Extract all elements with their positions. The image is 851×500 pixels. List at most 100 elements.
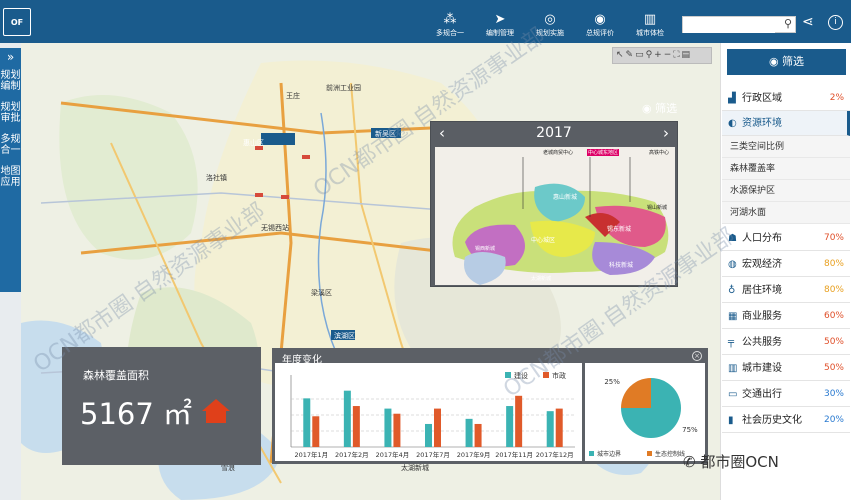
globe-icon: ◐ bbox=[728, 118, 737, 129]
shop-icon: ▦ bbox=[728, 311, 738, 322]
popup-filter-button[interactable]: ◉ 筛选 bbox=[642, 102, 678, 115]
category-pct: 80% bbox=[823, 285, 844, 295]
x-tick-label: 2017年2月 bbox=[335, 450, 369, 459]
x-tick-label: 2017年12月 bbox=[536, 450, 574, 459]
zone-label: 惠山新城 bbox=[553, 194, 578, 201]
bar bbox=[546, 411, 554, 447]
category-pct: 50% bbox=[823, 363, 844, 373]
history-icon: ▮ bbox=[728, 415, 734, 426]
category-pct: 80% bbox=[823, 259, 844, 269]
subitem-kongjian[interactable]: 三类空间比例 bbox=[722, 136, 850, 158]
nav-duoguiheyi[interactable]: ⁂ 多规合一 bbox=[425, 0, 475, 43]
share-icon[interactable]: ⋖ bbox=[802, 14, 814, 30]
top-navigation-bar: OF ⁂ 多规合一 ➤ 编制管理 ◎ 规划实施 ◉ 总规评价 ▥ 城市体检 ⚲ ⋖ i bbox=[0, 0, 851, 43]
subitem-senlin[interactable]: 森林覆盖率 bbox=[722, 158, 850, 180]
search-box: ⚲ bbox=[682, 16, 796, 33]
bar bbox=[434, 408, 441, 447]
bar-chart-panel: 建设 市政 2017年1月 2017年2月 2017年4月 2017年7月 2017年9月 2… bbox=[275, 363, 582, 461]
pie-label: 25% bbox=[604, 378, 620, 386]
legend-swatch bbox=[647, 451, 652, 456]
x-tick-label: 2017年11月 bbox=[495, 450, 533, 459]
bar bbox=[303, 398, 311, 447]
sidebar-item-bianzhi[interactable]: 规划编制 bbox=[0, 70, 21, 92]
nav-tijian[interactable]: ▥ 城市体检 bbox=[625, 0, 675, 43]
zone-label: 高铁中心 bbox=[649, 150, 670, 156]
send-icon: ➤ bbox=[494, 12, 506, 27]
app-logo[interactable]: OF bbox=[3, 8, 31, 36]
info-icon[interactable]: i bbox=[828, 15, 843, 30]
bus-icon: ▭ bbox=[728, 389, 738, 400]
building-icon: ▥ bbox=[643, 12, 657, 27]
chart-icon: ▟ bbox=[728, 93, 736, 104]
zone-label: 锡东新城 bbox=[607, 226, 632, 233]
nav-pingjia[interactable]: ◉ 总规评价 bbox=[575, 0, 625, 43]
x-tick-label: 2017年9月 bbox=[457, 450, 491, 459]
category-juzhu[interactable]: ♁ 居住环境 80% bbox=[722, 278, 850, 303]
sidebar-item-ditu[interactable]: 地图应用 bbox=[0, 166, 21, 188]
category-lishi[interactable]: ▮ 社会历史文化 20% bbox=[722, 408, 850, 433]
legend-label: 建设 bbox=[514, 371, 528, 380]
bar bbox=[465, 418, 473, 447]
map-label: 王庄 bbox=[286, 92, 300, 100]
filter-icon: ◉ bbox=[642, 102, 656, 115]
subitem-hehu[interactable]: 河湖水面 bbox=[722, 202, 850, 224]
legend-label: 生态控制线 bbox=[655, 450, 685, 458]
category-xingzheng[interactable]: ▟ 行政区域 2% bbox=[722, 86, 850, 111]
rating-icon: ◉ bbox=[594, 12, 606, 27]
nav-bianzhi[interactable]: ➤ 编制管理 bbox=[475, 0, 525, 43]
sidebar-item-shenpi[interactable]: 规划审批 bbox=[0, 102, 21, 124]
category-chengshi[interactable]: ▥ 城市建设 50% bbox=[722, 356, 850, 381]
popup-year: 2017 bbox=[536, 125, 572, 141]
category-jiaotong[interactable]: ▭ 交通出行 30% bbox=[722, 382, 850, 407]
category-renkou[interactable]: ☗ 人口分布 70% bbox=[722, 226, 850, 251]
stat-value: 5167 ㎡ bbox=[80, 397, 193, 431]
category-pct: 2% bbox=[829, 93, 844, 103]
sidebar-item-duogui[interactable]: 多规合一 bbox=[0, 134, 21, 156]
category-ziyuan[interactable]: ◐ 资源环境 bbox=[722, 111, 850, 136]
next-year-chevron-icon[interactable]: › bbox=[663, 124, 669, 142]
pie-label: 75% bbox=[682, 426, 698, 434]
zoning-map[interactable]: 老城商贸中心 中心城东地区 高铁中心 惠山新城 中心城区 锡东新城 锡西新城 科… bbox=[435, 147, 675, 285]
category-pct: 60% bbox=[823, 311, 844, 321]
category-gonggong[interactable]: ╤ 公共服务 50% bbox=[722, 330, 850, 355]
prev-year-chevron-icon[interactable]: ‹ bbox=[439, 124, 445, 142]
left-sidebar: » 规划编制 规划审批 多规合一 地图应用 bbox=[0, 48, 21, 292]
search-input[interactable] bbox=[683, 17, 775, 33]
pie-chart-panel: 75% 25% 城市边界 生态控制线 bbox=[585, 363, 705, 461]
expand-chevron-icon[interactable]: » bbox=[6, 50, 15, 64]
x-tick-label: 2017年1月 bbox=[294, 450, 328, 459]
category-hongguan[interactable]: ◍ 宏观经济 80% bbox=[722, 252, 850, 277]
category-shangye[interactable]: ▦ 商业服务 60% bbox=[722, 304, 850, 329]
map-label: 前洲工业园 bbox=[326, 84, 361, 92]
nav-shishi[interactable]: ◎ 规划实施 bbox=[525, 0, 575, 43]
building-icon: ▥ bbox=[728, 363, 738, 374]
bar bbox=[312, 416, 320, 447]
legend-swatch bbox=[589, 451, 594, 456]
wechat-icon: ✆ bbox=[683, 453, 701, 471]
popup-header: ‹ 2017 › bbox=[431, 122, 677, 146]
bar bbox=[343, 390, 351, 447]
map-label: 惠山区 bbox=[243, 139, 264, 147]
zone-label: 锡山新城 bbox=[647, 205, 668, 211]
zone-label: 老城商贸中心 bbox=[543, 150, 574, 156]
bar bbox=[352, 406, 360, 447]
map-label: 滨湖区 bbox=[334, 332, 355, 340]
close-icon[interactable]: × bbox=[692, 351, 702, 361]
filter-button[interactable]: ◉ 筛选 bbox=[727, 49, 846, 75]
stat-label: 森林覆盖面积 bbox=[83, 369, 149, 382]
map-toolbar[interactable]: ↖✎▭⚲+−⛶▤ bbox=[612, 47, 712, 64]
search-icon[interactable]: ⚲ bbox=[783, 17, 792, 30]
bar bbox=[555, 408, 563, 447]
bar bbox=[393, 413, 401, 447]
category-pct: 70% bbox=[823, 233, 844, 243]
bar bbox=[384, 408, 392, 447]
zone-label: 中心城东地区 bbox=[587, 149, 620, 156]
zone-label: 太湖新城 bbox=[531, 276, 552, 282]
map-label: 梁溪区 bbox=[311, 289, 332, 297]
bar bbox=[425, 423, 432, 447]
pin-icon: ♁ bbox=[728, 285, 736, 296]
category-pct: 50% bbox=[823, 337, 844, 347]
x-tick-label: 2017年7月 bbox=[416, 450, 450, 459]
legend-swatch bbox=[543, 372, 549, 378]
subitem-shuiyuan[interactable]: 水源保护区 bbox=[722, 180, 850, 202]
